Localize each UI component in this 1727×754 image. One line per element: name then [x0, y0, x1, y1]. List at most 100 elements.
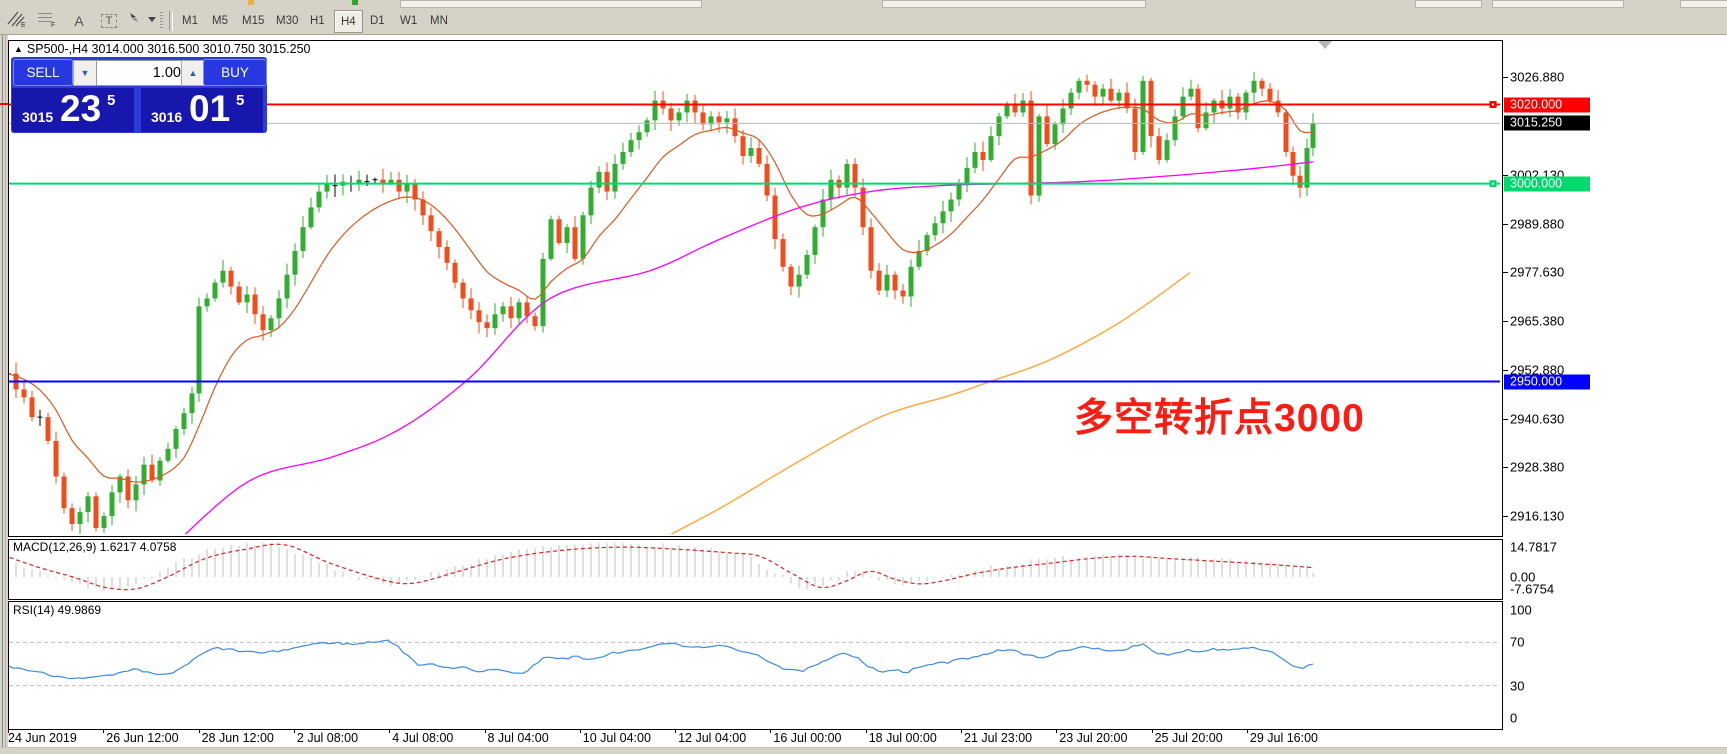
top-input-box5 [1680, 0, 1727, 8]
rsi-indicator-label: RSI(14) 49.9869 [13, 603, 102, 617]
volume-increase-button[interactable]: ▲ [181, 60, 205, 86]
macd-indicator-label: MACD(12,26,9) 1.6217 4.0758 [13, 540, 177, 554]
toolbar-separator [169, 11, 173, 31]
toolbar-drag-handle[interactable] [160, 12, 163, 30]
date-axis-label: 26 Jun 12:00 [106, 731, 179, 745]
date-axis-label: 29 Jul 16:00 [1249, 731, 1318, 745]
date-axis-label: 23 Jul 20:00 [1059, 731, 1128, 745]
date-axis-label: 21 Jul 23:00 [964, 731, 1033, 745]
sell-price-display[interactable]: 3015 23 5 [12, 88, 134, 132]
date-axis-label: 10 Jul 04:00 [582, 731, 651, 745]
price-tick [1503, 467, 1508, 469]
price-axis-label: 3026.880 [1510, 69, 1565, 85]
price-tick [1503, 175, 1508, 177]
date-axis-label: 12 Jul 04:00 [678, 731, 747, 745]
hline-price-badge: 3020.000 [1504, 97, 1590, 113]
symbol-ohlc-text: SP500-,H4 3014.000 3016.500 3010.750 301… [26, 42, 311, 56]
hline-price-badge: 3000.000 [1504, 176, 1590, 192]
text-label-button[interactable]: T [96, 10, 122, 31]
window-bottom-edge [0, 747, 1727, 754]
buy-button[interactable]: BUY [203, 59, 267, 86]
one-click-trading-panel: SELL ▼ ▲ BUY 3015 23 5 3016 01 5 [11, 57, 267, 133]
current-price-badge: 3015.250 [1504, 115, 1590, 131]
timeframe-button-m1[interactable]: M1 [182, 14, 198, 27]
timeframe-button-m5[interactable]: M5 [212, 14, 228, 27]
timeframe-button-m15[interactable]: M15 [242, 14, 265, 27]
price-tick [1503, 272, 1508, 274]
date-tick [1151, 729, 1153, 733]
date-tick [770, 729, 772, 733]
price-tick [1503, 77, 1508, 79]
rsi-axis-label: 0 [1510, 710, 1518, 726]
date-axis-label: 4 Jul 08:00 [392, 731, 454, 745]
date-axis-label: 18 Jul 00:00 [868, 731, 937, 745]
chevron-up-icon: ▲ [188, 68, 198, 78]
date-tick [865, 729, 867, 733]
date-axis-label: 16 Jul 00:00 [773, 731, 842, 745]
price-axis-label: 2977.630 [1510, 264, 1565, 280]
price-axis-label: 2916.130 [1510, 508, 1565, 524]
date-tick [579, 729, 581, 733]
volume-input[interactable] [96, 60, 188, 86]
fibo-grid-button[interactable]: F [36, 10, 62, 31]
trade-controls-row: SELL ▼ ▲ BUY [11, 57, 267, 87]
sell-button[interactable]: SELL [13, 59, 73, 86]
hline-price-badge: 2950.000 [1504, 374, 1590, 390]
price-axis-label: 2989.880 [1510, 216, 1565, 232]
main-chart-layer [9, 71, 1500, 534]
macd-layer [9, 542, 1314, 591]
buy-price-prefix: 3016 [151, 109, 183, 125]
buy-price-sup: 5 [236, 92, 245, 109]
rsi-axis-label: 70 [1510, 634, 1525, 650]
date-axis-label: 8 Jul 04:00 [487, 731, 549, 745]
grid-f-label: F [51, 22, 55, 28]
top-icon-green [352, 0, 358, 5]
date-tick [675, 729, 677, 733]
price-axis-label: 2928.380 [1510, 459, 1565, 475]
buy-price-big: 01 [189, 88, 231, 129]
top-input-box4 [1492, 0, 1624, 8]
price-axis-label: 2965.380 [1510, 313, 1565, 329]
timeframe-button-mn[interactable]: MN [430, 14, 448, 27]
window-left-edge [0, 35, 8, 754]
timeframe-button-w1[interactable]: W1 [400, 14, 418, 27]
price-axis-column[interactable] [1503, 35, 1727, 747]
symbol-ohlc-line: ▲ SP500-,H4 3014.000 3016.500 3010.750 30… [14, 42, 311, 56]
date-tick [198, 729, 200, 733]
date-tick [293, 729, 295, 733]
date-tick [484, 729, 486, 733]
date-tick [961, 729, 962, 733]
rsi-axis-label: 100 [1510, 602, 1532, 618]
date-tick [8, 729, 9, 733]
price-tick [1503, 418, 1508, 420]
top-icon-yellow [248, 0, 254, 5]
buy-price-display[interactable]: 3016 01 5 [141, 88, 263, 132]
timeframe-button-h4[interactable]: H4 [334, 10, 363, 33]
chevron-down-icon: ▼ [80, 68, 90, 78]
date-tick [103, 729, 105, 733]
date-axis-label: 28 Jun 12:00 [201, 731, 274, 745]
sell-price-big: 23 [60, 88, 102, 129]
drawing-toolbar: E F A T M1 M5 M15 M30 H1 H4 D1 W1 MN [0, 8, 1727, 35]
text-a-icon: A [74, 12, 84, 29]
timeframe-button-m30[interactable]: M30 [276, 14, 299, 27]
price-axis-label: 2940.630 [1510, 411, 1565, 427]
top-input-box2 [882, 0, 1146, 8]
chart-shift-marker-icon[interactable] [1318, 41, 1332, 49]
date-tick [1246, 729, 1248, 733]
price-tick [1503, 320, 1508, 322]
channel-e-label: E [21, 22, 26, 28]
rsi-pane[interactable] [8, 601, 1503, 730]
cursor-style-button[interactable] [126, 10, 160, 31]
equidistant-channel-button[interactable]: E [6, 10, 32, 31]
hline-left-edge-mark [0, 103, 8, 105]
price-tick [1503, 370, 1508, 372]
volume-decrease-button[interactable]: ▼ [73, 60, 97, 86]
text-tool-button[interactable]: A [66, 10, 92, 31]
timeframe-button-h1[interactable]: H1 [310, 14, 325, 27]
timeframe-button-d1[interactable]: D1 [370, 14, 385, 27]
text-t-icon: T [100, 13, 118, 28]
macd-axis-label: 14.7817 [1510, 539, 1557, 555]
